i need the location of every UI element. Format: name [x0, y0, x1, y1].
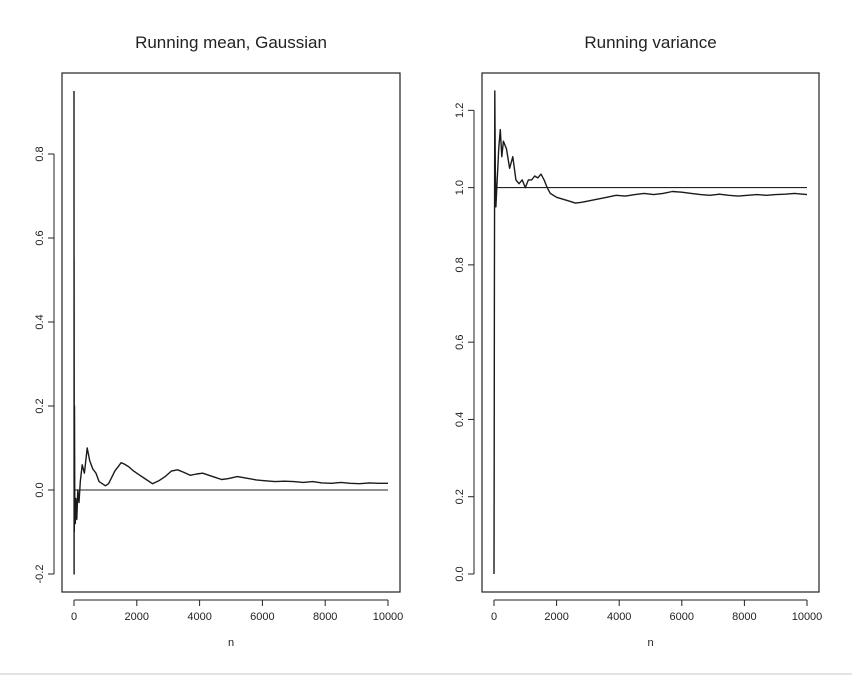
variance-y-tick-label: 0.2: [454, 489, 466, 504]
mean-x-tick-label: 6000: [250, 611, 274, 623]
variance-y-tick-label: 1.2: [454, 103, 466, 118]
variance-y-tick-label: 0.8: [454, 257, 466, 272]
variance-x-tick-label: 0: [491, 611, 497, 623]
mean-x-tick-label: 4000: [187, 611, 211, 623]
variance-y-tick-label: 0.4: [454, 412, 466, 427]
variance-y-tick-label: 1.0: [454, 180, 466, 195]
mean-plot-frame: [61, 72, 401, 593]
variance-series-line: [493, 90, 808, 575]
bottom-divider: [0, 673, 852, 675]
mean-y-tick-label: -0.2: [34, 565, 46, 584]
mean-y-tick-label: 0.4: [34, 314, 46, 329]
running-variance-panel: Running variance 0 2000 4000 6000 8000 10000 n 0…: [454, 33, 822, 649]
variance-x-tick-label: 2000: [544, 611, 568, 623]
variance-y-tick-label: 0.0: [454, 566, 466, 581]
mean-series-line: [73, 90, 388, 575]
mean-x-tick-label: 0: [71, 611, 77, 623]
variance-x-axis-label: n: [647, 637, 653, 649]
mean-y-tick-label: 0.6: [34, 230, 46, 245]
mean-y-tick-label: 0.0: [34, 482, 46, 497]
mean-x-tick-label: 2000: [125, 611, 149, 623]
mean-x-tick-label: 8000: [313, 611, 337, 623]
variance-chart-title: Running variance: [584, 33, 716, 52]
variance-plot-frame: [481, 72, 820, 593]
mean-y-tick-label: 0.8: [34, 146, 46, 161]
variance-x-tick-label: 10000: [792, 611, 823, 623]
variance-y-tick-label: 0.6: [454, 335, 466, 350]
mean-x-tick-label: 10000: [373, 611, 404, 623]
variance-x-tick-label: 6000: [670, 611, 694, 623]
variance-x-tick-label: 4000: [607, 611, 631, 623]
mean-chart-title: Running mean, Gaussian: [135, 33, 327, 52]
running-mean-panel: Running mean, Gaussian 0 2000 4000 6000 8000 1…: [34, 33, 403, 649]
variance-x-tick-label: 8000: [732, 611, 756, 623]
mean-x-axis-label: n: [228, 637, 234, 649]
mean-y-tick-label: 0.2: [34, 398, 46, 413]
